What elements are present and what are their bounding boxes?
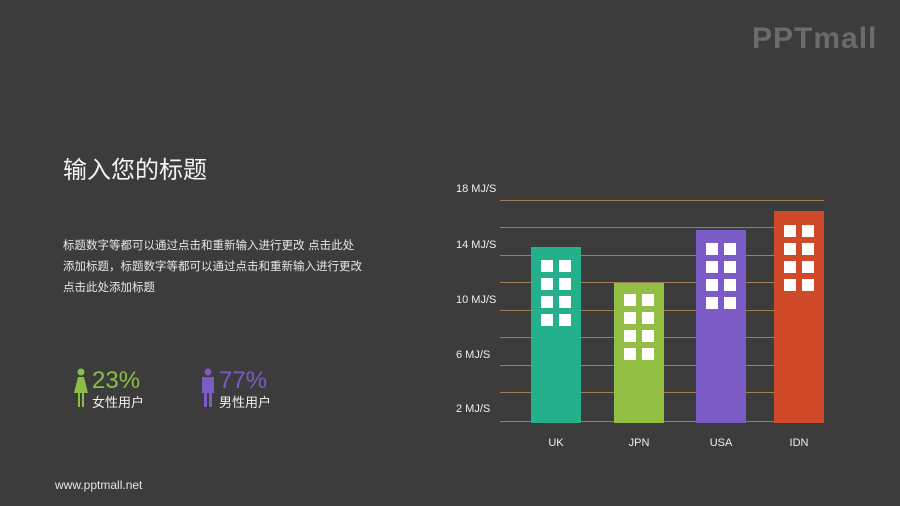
male-stat: 77% 男性用户 bbox=[199, 368, 271, 411]
footer-url: www.pptmall.net bbox=[55, 478, 143, 492]
window-icon bbox=[802, 261, 814, 274]
window-icon bbox=[706, 243, 718, 256]
grid-line bbox=[500, 200, 824, 201]
window-icon bbox=[706, 279, 718, 292]
window-icon bbox=[624, 311, 636, 324]
female-percent: 23% bbox=[92, 367, 141, 394]
x-label: UK bbox=[548, 437, 564, 449]
window-icon bbox=[784, 243, 796, 256]
window-icon bbox=[559, 277, 571, 290]
page-title: 输入您的标题 bbox=[63, 156, 207, 184]
x-label: JPN bbox=[628, 437, 650, 449]
window-icon bbox=[541, 259, 553, 272]
bar-uk bbox=[531, 246, 581, 423]
window-icon bbox=[724, 297, 736, 310]
bar-usa bbox=[696, 230, 746, 423]
window-icon bbox=[642, 311, 654, 324]
window-icon bbox=[559, 295, 571, 308]
window-icon bbox=[724, 261, 736, 274]
window-icon bbox=[784, 225, 796, 238]
bar-chart: 18 MJ/S 14 MJ/S 10 MJ/S 6 MJ/S 2 MJ/S UK… bbox=[440, 180, 880, 460]
window-icon bbox=[559, 313, 571, 326]
female-label: 女性用户 bbox=[92, 396, 145, 411]
window-icon bbox=[724, 279, 736, 292]
y-tick: 6 MJ/S bbox=[456, 349, 491, 361]
window-icon bbox=[802, 225, 814, 238]
window-icon bbox=[706, 261, 718, 274]
window-icon bbox=[541, 295, 553, 308]
window-icon bbox=[642, 329, 654, 342]
window-icon bbox=[706, 297, 718, 310]
y-tick: 2 MJ/S bbox=[456, 403, 491, 415]
grid-line bbox=[500, 255, 824, 256]
description-text: 标题数字等都可以通过点击和重新输入进行更改 点击此处添加标题，标题数字等都可以通… bbox=[63, 238, 362, 294]
pptmall-logo: PPTmall bbox=[752, 22, 878, 55]
bar-jpn bbox=[614, 282, 664, 423]
bar-idn bbox=[774, 211, 824, 423]
x-label: USA bbox=[709, 437, 733, 449]
window-icon bbox=[624, 347, 636, 360]
grid-line bbox=[500, 282, 824, 283]
x-label: IDN bbox=[789, 437, 809, 449]
window-icon bbox=[541, 313, 553, 326]
window-icon bbox=[784, 279, 796, 292]
female-icon bbox=[74, 368, 88, 407]
male-label: 男性用户 bbox=[219, 396, 272, 411]
window-icon bbox=[624, 293, 636, 306]
window-icon bbox=[802, 243, 814, 256]
window-icon bbox=[624, 329, 636, 342]
male-icon bbox=[202, 368, 214, 407]
window-icon bbox=[724, 243, 736, 256]
female-stat: 23% 女性用户 bbox=[72, 368, 144, 411]
window-icon bbox=[642, 293, 654, 306]
window-icon bbox=[802, 279, 814, 292]
window-icon bbox=[642, 347, 654, 360]
grid-line bbox=[500, 227, 824, 228]
male-percent: 77% bbox=[219, 367, 268, 394]
y-tick: 14 MJ/S bbox=[456, 239, 497, 251]
window-icon bbox=[559, 259, 571, 272]
y-tick: 10 MJ/S bbox=[456, 294, 497, 306]
window-icon bbox=[784, 261, 796, 274]
window-icon bbox=[541, 277, 553, 290]
y-tick: 18 MJ/S bbox=[456, 183, 497, 195]
